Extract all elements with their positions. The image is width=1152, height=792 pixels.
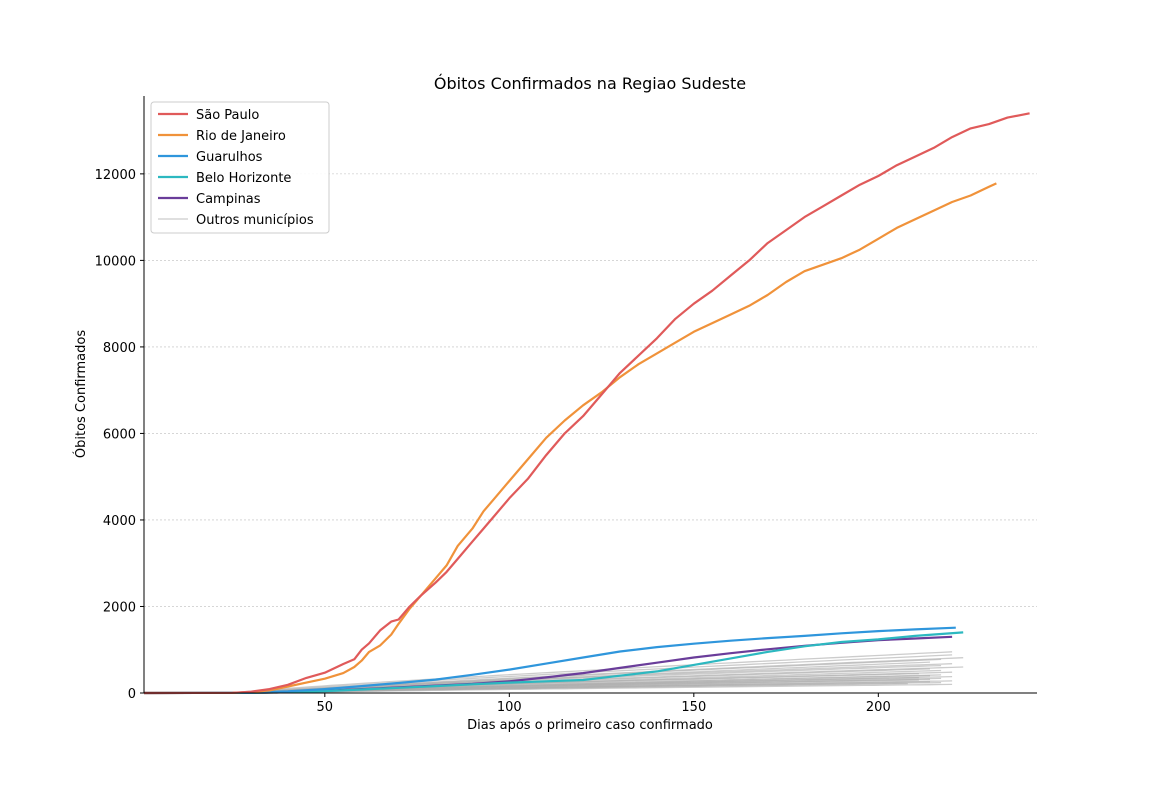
- legend-frame: [150, 101, 330, 234]
- x-tick-label: 50: [317, 700, 334, 715]
- legend-label: Guarulhos: [196, 150, 263, 165]
- series-line-rio-de-janeiro: [143, 182, 997, 695]
- y-tick-label: 12000: [95, 168, 136, 183]
- x-tick-label: 150: [681, 700, 706, 715]
- grid-lines: [144, 173, 1037, 607]
- legend-label: Campinas: [196, 192, 261, 207]
- y-tick-label: 6000: [103, 427, 136, 442]
- y-tick-label: 2000: [103, 600, 136, 615]
- legend-label: Outros municípios: [196, 213, 314, 228]
- x-ticks: 50 100 150 200: [317, 693, 891, 715]
- series-group: [143, 112, 1030, 695]
- series-line-belo-horizonte: [143, 631, 964, 695]
- legend-label: Rio de Janeiro: [196, 129, 286, 144]
- others-series-group: [144, 651, 964, 694]
- y-tick-label: 4000: [103, 514, 136, 529]
- x-tick-label: 100: [497, 700, 522, 715]
- legend: São Paulo Rio de Janeiro Guarulhos Belo Hor…: [150, 101, 330, 234]
- y-ticks: 0 2000 4000 6000 8000 10000 12000: [95, 168, 144, 702]
- legend-label: Belo Horizonte: [196, 171, 291, 186]
- legend-label: São Paulo: [196, 108, 259, 123]
- y-tick-label: 0: [128, 687, 136, 702]
- x-tick-label: 200: [866, 700, 891, 715]
- chart-title: Óbitos Confirmados na Regiao Sudeste: [434, 74, 746, 93]
- series-line-s-o-paulo: [143, 112, 1030, 695]
- y-tick-label: 8000: [103, 341, 136, 356]
- series-line-guarulhos: [143, 626, 956, 695]
- y-tick-label: 10000: [95, 254, 136, 269]
- x-axis-title: Dias após o primeiro caso confirmado: [467, 718, 713, 733]
- y-axis-title: Óbitos Confirmados: [73, 330, 89, 458]
